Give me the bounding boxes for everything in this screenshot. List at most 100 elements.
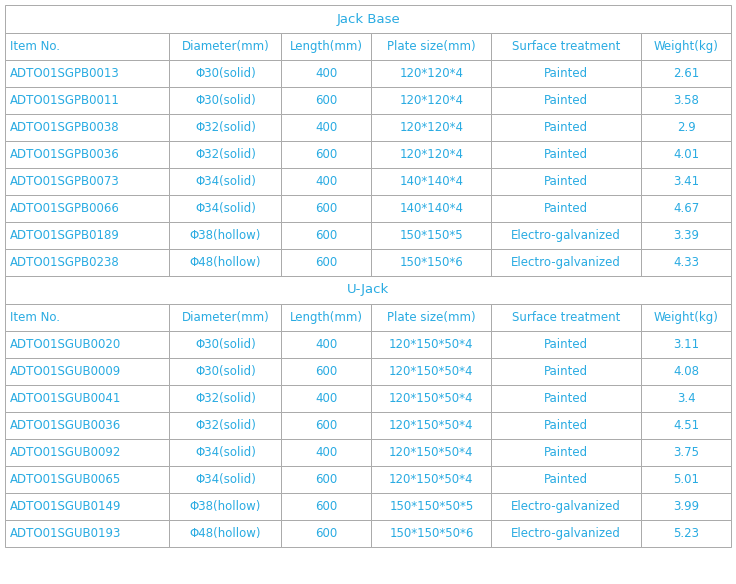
Bar xyxy=(281,439,372,466)
Bar xyxy=(281,466,372,493)
Text: 4.01: 4.01 xyxy=(673,148,699,161)
Text: ADTO01SGPB0066: ADTO01SGPB0066 xyxy=(10,202,120,215)
Text: Φ34(solid): Φ34(solid) xyxy=(195,446,256,459)
Text: 120*150*50*4: 120*150*50*4 xyxy=(389,392,474,405)
Bar xyxy=(492,520,641,547)
Text: Φ38(hollow): Φ38(hollow) xyxy=(190,500,261,513)
Text: Weight(kg): Weight(kg) xyxy=(654,40,718,53)
Bar xyxy=(492,60,641,87)
Bar xyxy=(169,222,281,249)
Bar xyxy=(641,249,731,276)
Text: Painted: Painted xyxy=(544,446,588,459)
Text: ADTO01SGPB0038: ADTO01SGPB0038 xyxy=(10,121,120,134)
Text: Φ34(solid): Φ34(solid) xyxy=(195,473,256,486)
Text: Φ38(hollow): Φ38(hollow) xyxy=(190,229,261,242)
Text: ADTO01SGUB0020: ADTO01SGUB0020 xyxy=(10,338,121,351)
Text: 400: 400 xyxy=(315,392,338,405)
Bar xyxy=(641,520,731,547)
Text: Painted: Painted xyxy=(544,338,588,351)
Text: Φ32(solid): Φ32(solid) xyxy=(195,419,256,432)
Bar xyxy=(281,141,372,168)
Bar xyxy=(641,60,731,87)
Text: ADTO01SGPB0036: ADTO01SGPB0036 xyxy=(10,148,120,161)
Bar xyxy=(372,87,492,114)
Text: 3.58: 3.58 xyxy=(673,94,699,107)
Text: 400: 400 xyxy=(315,446,338,459)
Text: 120*120*4: 120*120*4 xyxy=(400,94,464,107)
Text: 120*150*50*4: 120*150*50*4 xyxy=(389,419,474,432)
Text: 600: 600 xyxy=(315,527,338,540)
Text: Φ34(solid): Φ34(solid) xyxy=(195,202,256,215)
Bar xyxy=(372,33,492,60)
Bar xyxy=(5,141,169,168)
Text: Painted: Painted xyxy=(544,148,588,161)
Bar xyxy=(169,87,281,114)
Bar xyxy=(492,439,641,466)
Text: 120*150*50*4: 120*150*50*4 xyxy=(389,446,474,459)
Text: Painted: Painted xyxy=(544,365,588,378)
Bar xyxy=(5,33,169,60)
Text: Plate size(mm): Plate size(mm) xyxy=(387,40,475,53)
Bar xyxy=(169,439,281,466)
Bar xyxy=(5,276,731,304)
Text: Electro-galvanized: Electro-galvanized xyxy=(512,527,621,540)
Bar xyxy=(5,168,169,195)
Bar xyxy=(492,141,641,168)
Bar xyxy=(169,358,281,385)
Text: 3.41: 3.41 xyxy=(673,175,699,188)
Bar xyxy=(281,249,372,276)
Bar xyxy=(372,358,492,385)
Text: Painted: Painted xyxy=(544,419,588,432)
Text: 400: 400 xyxy=(315,175,338,188)
Bar xyxy=(281,168,372,195)
Bar xyxy=(492,304,641,331)
Text: 4.33: 4.33 xyxy=(673,256,699,269)
Bar xyxy=(492,358,641,385)
Text: Item No.: Item No. xyxy=(10,40,60,53)
Text: 4.08: 4.08 xyxy=(673,365,699,378)
Bar xyxy=(492,33,641,60)
Bar xyxy=(372,331,492,358)
Bar xyxy=(169,249,281,276)
Text: Painted: Painted xyxy=(544,94,588,107)
Bar xyxy=(169,520,281,547)
Text: 140*140*4: 140*140*4 xyxy=(400,202,464,215)
Bar xyxy=(281,358,372,385)
Bar xyxy=(492,466,641,493)
Text: 120*150*50*4: 120*150*50*4 xyxy=(389,338,474,351)
Bar xyxy=(281,331,372,358)
Text: ADTO01SGUB0193: ADTO01SGUB0193 xyxy=(10,527,121,540)
Bar xyxy=(5,60,169,87)
Text: Length(mm): Length(mm) xyxy=(290,40,363,53)
Text: 120*120*4: 120*120*4 xyxy=(400,148,464,161)
Text: 2.9: 2.9 xyxy=(676,121,696,134)
Text: 4.67: 4.67 xyxy=(673,202,699,215)
Text: ADTO01SGUB0041: ADTO01SGUB0041 xyxy=(10,392,121,405)
Text: 600: 600 xyxy=(315,94,338,107)
Text: 150*150*5: 150*150*5 xyxy=(400,229,463,242)
Bar xyxy=(5,114,169,141)
Text: ADTO01SGUB0149: ADTO01SGUB0149 xyxy=(10,500,121,513)
Bar xyxy=(5,520,169,547)
Text: Painted: Painted xyxy=(544,175,588,188)
Text: 3.4: 3.4 xyxy=(676,392,696,405)
Text: 3.11: 3.11 xyxy=(673,338,699,351)
Text: Weight(kg): Weight(kg) xyxy=(654,311,718,324)
Bar xyxy=(641,114,731,141)
Bar xyxy=(492,412,641,439)
Text: ADTO01SGPB0189: ADTO01SGPB0189 xyxy=(10,229,120,242)
Text: ADTO01SGUB0009: ADTO01SGUB0009 xyxy=(10,365,121,378)
Text: 4.51: 4.51 xyxy=(673,419,699,432)
Bar xyxy=(641,331,731,358)
Bar xyxy=(372,249,492,276)
Bar xyxy=(5,5,731,33)
Bar xyxy=(281,412,372,439)
Text: 600: 600 xyxy=(315,256,338,269)
Text: 120*120*4: 120*120*4 xyxy=(400,67,464,80)
Bar xyxy=(169,466,281,493)
Bar xyxy=(5,358,169,385)
Bar xyxy=(281,195,372,222)
Text: 600: 600 xyxy=(315,500,338,513)
Bar xyxy=(492,331,641,358)
Bar xyxy=(372,60,492,87)
